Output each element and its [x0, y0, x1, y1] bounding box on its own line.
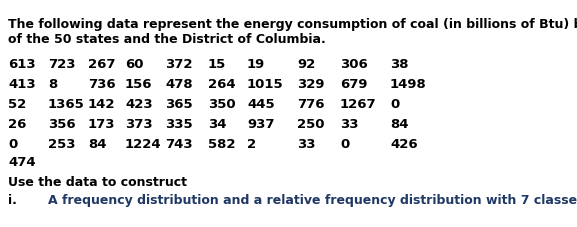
Text: 84: 84: [390, 118, 409, 131]
Text: 478: 478: [165, 78, 193, 91]
Text: 0: 0: [390, 98, 399, 111]
Text: 776: 776: [297, 98, 324, 111]
Text: 19: 19: [247, 58, 265, 71]
Text: 52: 52: [8, 98, 26, 111]
Text: 38: 38: [390, 58, 409, 71]
Text: 250: 250: [297, 118, 324, 131]
Text: 723: 723: [48, 58, 76, 71]
Text: 365: 365: [165, 98, 193, 111]
Text: 15: 15: [208, 58, 226, 71]
Text: 1498: 1498: [390, 78, 427, 91]
Text: Use the data to construct: Use the data to construct: [8, 175, 187, 188]
Text: 173: 173: [88, 118, 115, 131]
Text: 743: 743: [165, 137, 193, 150]
Text: 264: 264: [208, 78, 235, 91]
Text: 1015: 1015: [247, 78, 284, 91]
Text: 413: 413: [8, 78, 36, 91]
Text: 306: 306: [340, 58, 368, 71]
Text: The following data represent the energy consumption of coal (in billions of Btu): The following data represent the energy …: [8, 18, 577, 31]
Text: 937: 937: [247, 118, 275, 131]
Text: 92: 92: [297, 58, 315, 71]
Text: 736: 736: [88, 78, 115, 91]
Text: 0: 0: [340, 137, 349, 150]
Text: 1365: 1365: [48, 98, 85, 111]
Text: 8: 8: [48, 78, 57, 91]
Text: 426: 426: [390, 137, 418, 150]
Text: 142: 142: [88, 98, 115, 111]
Text: 350: 350: [208, 98, 235, 111]
Text: 156: 156: [125, 78, 152, 91]
Text: 34: 34: [208, 118, 227, 131]
Text: 582: 582: [208, 137, 235, 150]
Text: 329: 329: [297, 78, 324, 91]
Text: 253: 253: [48, 137, 76, 150]
Text: 474: 474: [8, 155, 36, 168]
Text: 373: 373: [125, 118, 153, 131]
Text: A frequency distribution and a relative frequency distribution with 7 classes.: A frequency distribution and a relative …: [48, 193, 577, 206]
Text: 356: 356: [48, 118, 76, 131]
Text: 1267: 1267: [340, 98, 377, 111]
Text: i.: i.: [8, 193, 17, 206]
Text: 335: 335: [165, 118, 193, 131]
Text: 423: 423: [125, 98, 153, 111]
Text: 372: 372: [165, 58, 193, 71]
Text: 267: 267: [88, 58, 115, 71]
Text: 26: 26: [8, 118, 27, 131]
Text: 1224: 1224: [125, 137, 162, 150]
Text: 0: 0: [8, 137, 17, 150]
Text: 613: 613: [8, 58, 36, 71]
Text: 33: 33: [340, 118, 358, 131]
Text: 679: 679: [340, 78, 368, 91]
Text: 2: 2: [247, 137, 256, 150]
Text: 33: 33: [297, 137, 316, 150]
Text: 84: 84: [88, 137, 107, 150]
Text: 445: 445: [247, 98, 275, 111]
Text: of the 50 states and the District of Columbia.: of the 50 states and the District of Col…: [8, 33, 326, 46]
Text: 60: 60: [125, 58, 144, 71]
